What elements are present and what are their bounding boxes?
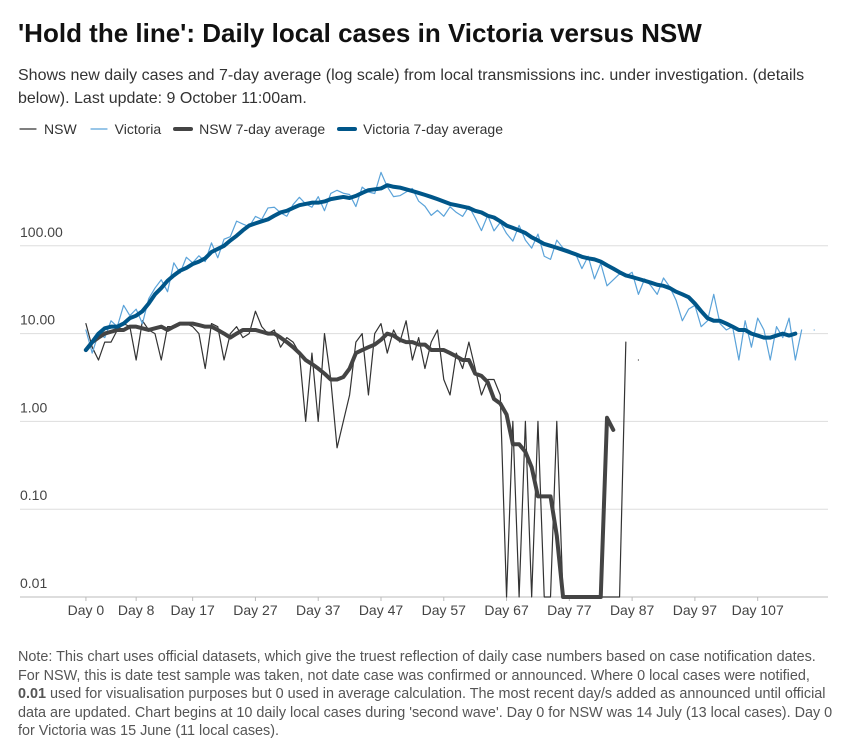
x-tick-label: Day 8 <box>118 602 155 618</box>
x-tick-label: Day 17 <box>170 602 215 618</box>
x-tick-label: Day 77 <box>547 602 592 618</box>
legend-item: Victoria 7-day average <box>337 121 503 137</box>
x-tick-label: Day 37 <box>296 602 341 618</box>
legend-swatch <box>337 127 358 131</box>
plot: 0.01 0.10 1.00 10.00 100.00 Day 0 Day 8 Day 17 D… <box>20 171 828 618</box>
y-tick-label: 10.00 <box>20 312 55 328</box>
y-tick-label: 0.01 <box>20 575 47 591</box>
x-tick-label: Day 47 <box>359 602 404 618</box>
y-tick-label: 1.00 <box>20 399 47 415</box>
note-text: used for visualisation purposes but 0 us… <box>18 686 833 739</box>
legend-swatch <box>19 128 37 130</box>
series-line <box>85 171 815 361</box>
note-text: Note: This chart uses official datasets,… <box>18 649 816 684</box>
x-tick-label: Day 67 <box>484 602 529 618</box>
legend-label: Victoria <box>114 121 162 137</box>
x-tick-label: Day 0 <box>68 602 105 618</box>
legend-item: NSW 7-day average <box>173 121 325 137</box>
legend-label: NSW <box>44 121 77 137</box>
x-tick-label: Day 57 <box>422 602 467 618</box>
y-tick-label: 100.00 <box>20 224 63 240</box>
x-tick-label: Day 97 <box>673 602 718 618</box>
chart-title: 'Hold the line': Daily local cases in Vi… <box>18 18 702 48</box>
legend-item: Victoria <box>89 121 161 137</box>
series-line <box>83 183 798 353</box>
y-tick-label: 0.10 <box>20 487 47 503</box>
legend-label: Victoria 7-day average <box>363 121 503 137</box>
legend-swatch <box>90 128 108 130</box>
note: Note: This chart uses official datasets,… <box>18 648 838 741</box>
legend: NSW Victoria NSW 7-day average Victoria 7-d… <box>18 121 503 137</box>
x-tick-label: Day 27 <box>233 602 278 618</box>
series-line <box>85 310 639 598</box>
series-line <box>83 321 616 599</box>
legend-swatch <box>173 127 194 131</box>
legend-item: NSW <box>18 121 77 137</box>
x-tick-label: Day 87 <box>610 602 655 618</box>
x-tick-label: Day 107 <box>732 602 784 618</box>
note-bold: 0.01 <box>18 686 47 702</box>
legend-label: NSW 7-day average <box>199 121 326 137</box>
chart-subtitle: Shows new daily cases and 7-day average … <box>18 67 805 107</box>
